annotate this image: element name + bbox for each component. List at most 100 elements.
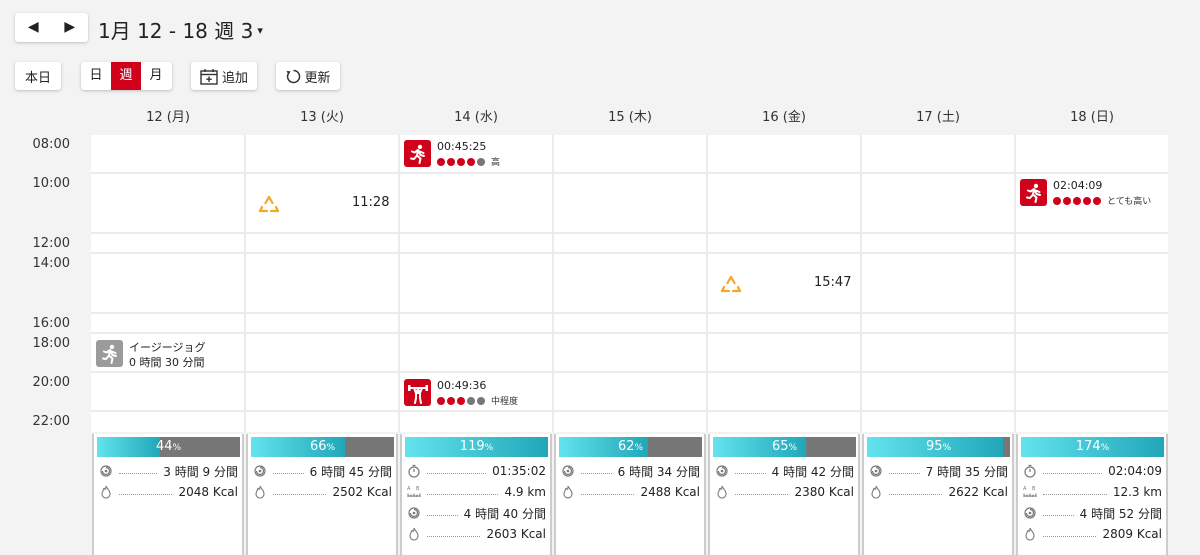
flame-icon [253,485,267,499]
event-duration: 0 時間 30 分間 [129,356,205,369]
view-day-button[interactable]: 日 [89,68,103,83]
goal-progress-text: 174% [1021,437,1164,457]
activity-time: 3 時間 9 分間 [163,464,238,479]
grid-divider [91,371,1168,373]
grid-divider [91,252,1168,254]
chevron-down-icon: ▾ [257,24,263,37]
calories-value: 2380 Kcal [794,485,854,499]
leader-dots [1043,465,1103,474]
goal-progress-bar: 62% [559,437,702,457]
intensity-dot [447,396,455,405]
day-summary[interactable]: 95% 7 時間 35 分間 2622 Kcal [862,434,1014,555]
week-navigation: ◀ ▶ [15,13,88,42]
calories-value: 2048 Kcal [178,485,238,499]
recovery-alert[interactable]: 15:47 [707,273,859,295]
goal-progress-fill [405,437,548,457]
day-summary[interactable]: 119% 01:35:02 A B 4.9 km 4 時間 40 分間 2603 K… [400,434,552,555]
activity-row: 7 時間 35 分間 [869,462,1008,480]
intensity-label: 高 [491,158,501,168]
recovery-warning-icon [259,195,279,213]
calories-value: 2502 Kcal [332,485,392,499]
goal-progress-fill [559,437,648,457]
percent-unit: % [172,443,182,453]
activity-time: 6 時間 45 分間 [309,464,392,479]
day-header-tue: 13 (火) [300,110,344,125]
leader-dots [1043,486,1107,495]
percent-unit: % [484,443,494,453]
leader-dots [273,486,327,495]
goal-progress-text: 62% [559,437,702,457]
day-summary[interactable]: 62% 6 時間 34 分間 2488 Kcal [554,434,706,555]
time-label: 14:00 [32,256,70,271]
alert-time: 15:47 [814,275,852,290]
day-summary[interactable]: 65% 4 時間 42 分間 2380 Kcal [708,434,860,555]
planned-workout-event[interactable]: イージージョグ 0 時間 30 分間 [96,340,206,370]
activity-row: 6 時間 45 分間 [253,462,392,480]
day-summary[interactable]: 66% 6 時間 45 分間 2502 Kcal [246,434,398,555]
goal-percent: 95 [925,439,943,454]
workout-event[interactable]: 00:49:36 中程度 [404,379,518,407]
calories-value: 2488 Kcal [640,485,700,499]
calories-row: 2622 Kcal [869,483,1008,501]
svg-text:A: A [1023,486,1027,492]
activity-time: 4 時間 42 分間 [771,464,854,479]
intensity-rating: とても高い [1053,194,1151,207]
intensity-dot [457,396,465,405]
workout-event[interactable]: 02:04:09 とても高い [1020,179,1151,207]
leader-dots [119,486,173,495]
leader-dots [427,465,487,474]
calories-row: 2380 Kcal [715,483,854,501]
grid-divider [91,410,1168,412]
grid-divider [91,172,1168,174]
event-duration: 02:04:09 [1053,179,1103,192]
intensity-dot [437,157,445,166]
today-button[interactable]: 本日 [15,62,61,90]
activity-row: 4 時間 52 分間 [1023,504,1162,522]
workout-event[interactable]: 00:45:25 高 [404,140,500,168]
grid-divider [860,135,862,432]
running-person-icon [96,340,123,367]
refresh-button[interactable]: 更新 [276,62,340,90]
view-week-button[interactable]: 週 [111,62,141,90]
goal-progress-fill [97,437,160,457]
percent-unit: % [1100,443,1110,453]
recovery-alert[interactable]: 11:28 [245,193,397,215]
add-button[interactable]: 追加 [191,62,257,90]
activity-row: 4 時間 42 分間 [715,462,854,480]
week-title[interactable]: 1月 12 - 18 週 3 ▾ [98,15,263,44]
next-week-button[interactable]: ▶ [64,19,76,35]
day-header-wed: 14 (水) [454,110,498,125]
intensity-dot [1083,196,1091,205]
view-month-button[interactable]: 月 [149,68,163,83]
day-summary[interactable]: 44% 3 時間 9 分間 2048 Kcal [92,434,244,555]
calories-row: 2502 Kcal [253,483,392,501]
day-summary[interactable]: 174% 02:04:09 A B 12.3 km 4 時間 52 分間 2809 … [1016,434,1168,555]
calories-row: 2048 Kcal [99,483,238,501]
previous-week-button[interactable]: ◀ [27,19,39,35]
running-person-icon [1020,179,1047,206]
svg-text:A: A [407,486,411,492]
activity-icon [715,464,729,478]
week-title-text: 1月 12 - 18 週 3 [98,19,254,43]
goal-progress-bar: 95% [867,437,1010,457]
grid-divider [552,135,554,432]
stopwatch-icon [1023,464,1037,478]
leader-dots [1043,507,1074,516]
time-label: 16:00 [32,316,70,331]
event-name: イージージョグ [129,341,206,354]
workout-time: 02:04:09 [1108,464,1162,478]
calories-value: 2809 Kcal [1102,527,1162,541]
intensity-dot [1053,196,1061,205]
weightlifting-icon [404,379,431,406]
goal-progress-bar: 119% [405,437,548,457]
intensity-dot [437,396,445,405]
goal-progress-bar: 65% [713,437,856,457]
week-grid[interactable]: 00:45:25 高 02:04:09 とても高い イージージョグ 0 時間 3… [91,135,1168,432]
leader-dots [581,465,612,474]
flame-icon [561,485,575,499]
time-label: 20:00 [32,375,70,390]
percent-unit: % [788,443,798,453]
activity-row: 4 時間 40 分間 [407,504,546,522]
leader-dots [119,465,158,474]
